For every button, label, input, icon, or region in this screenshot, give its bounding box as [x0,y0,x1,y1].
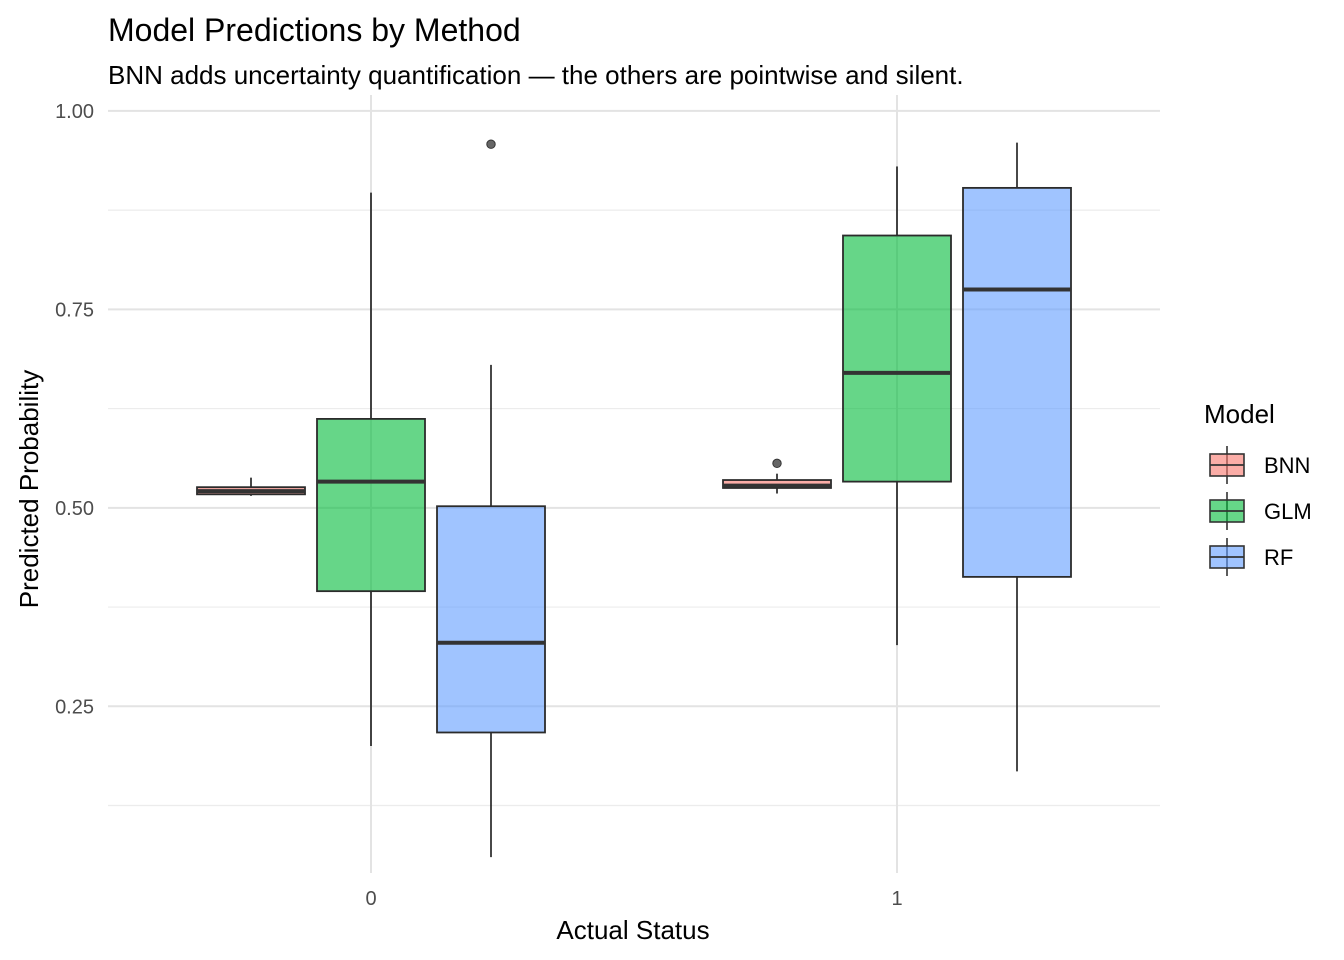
chart-title: Model Predictions by Method [108,12,521,48]
legend-title: Model [1204,399,1275,429]
legend-item-bnn: BNN [1209,446,1310,484]
y-tick-label: 0.25 [55,696,94,718]
legend-item-rf: RF [1209,538,1293,576]
x-tick-label: 0 [365,888,376,910]
y-axis-ticks: 0.25 0.50 0.75 1.00 [55,101,94,718]
box-rf-1 [962,142,1072,772]
outlier-point [772,458,782,469]
legend: Model BNN GLM RF [1204,399,1312,576]
box-glm-0 [316,192,426,746]
outlier-point [486,139,496,149]
box-rf-0 [436,139,546,858]
legend-label: BNN [1264,453,1310,478]
box-bnn-1 [722,458,832,494]
box-body [316,418,426,593]
box-bnn-0 [196,477,306,496]
legend-item-glm: GLM [1209,492,1312,530]
box-body [962,186,1072,578]
box-body [842,234,952,483]
chart-subtitle: BNN adds uncertainty quantification — th… [108,60,964,90]
y-axis-title: Predicted Probability [14,370,44,608]
y-tick-label: 0.75 [55,299,94,321]
x-axis-title: Actual Status [556,915,709,945]
box-layer [196,139,1072,858]
legend-label: RF [1264,545,1293,570]
y-tick-label: 1.00 [55,101,94,123]
box-glm-1 [842,166,952,646]
legend-label: GLM [1264,499,1312,524]
y-tick-label: 0.50 [55,498,94,520]
box-body [436,505,546,734]
x-tick-label: 1 [891,888,902,910]
